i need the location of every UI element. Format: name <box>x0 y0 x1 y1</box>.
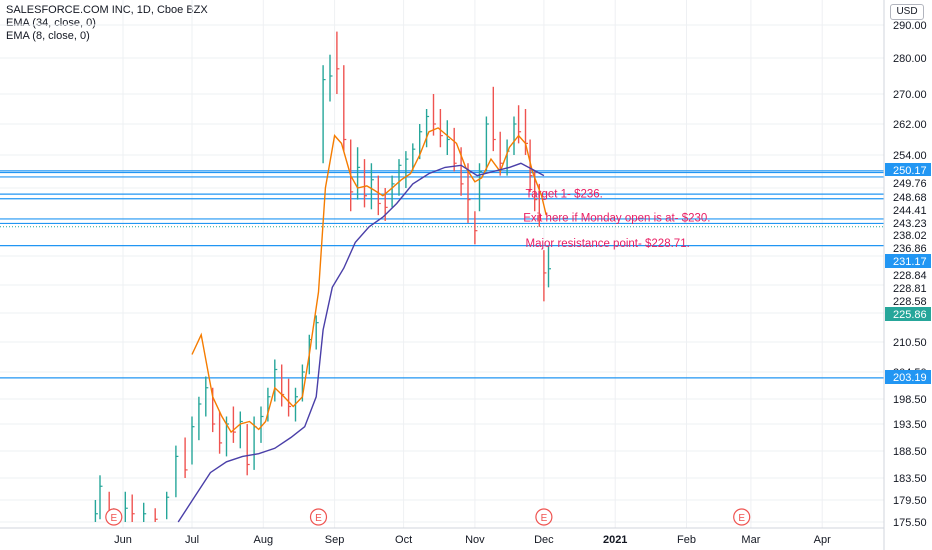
chart-legend: SALESFORCE.COM INC, 1D, Cboe BZX EMA (34… <box>6 4 208 43</box>
annotations: Target 1- $236. Exit here if Monday open … <box>523 189 710 250</box>
y-tick-label: 290.00 <box>893 20 927 32</box>
x-tick-label: Jul <box>185 534 199 546</box>
price-level-label: 250.17 <box>893 165 927 177</box>
earnings-marker-label: E <box>738 513 745 524</box>
price-level-label: 243.23 <box>893 218 927 230</box>
ema-lines <box>177 127 547 523</box>
price-level-label: 203.19 <box>893 372 927 384</box>
candles <box>94 31 551 522</box>
y-tick-label: 280.00 <box>893 53 927 65</box>
price-level-label: 228.58 <box>893 296 927 308</box>
x-tick-label: Oct <box>395 534 412 546</box>
earnings-marker[interactable] <box>309 508 328 526</box>
x-tick-label: 2021 <box>603 534 627 546</box>
price-badge <box>885 294 931 308</box>
annotation-text: Target 1- $236. <box>526 189 603 201</box>
x-tick-label: Feb <box>677 534 696 546</box>
x-tick-label: Jun <box>114 534 132 546</box>
symbol-title: SALESFORCE.COM INC, 1D, Cboe BZX <box>6 4 208 16</box>
series-line-ema34 <box>177 162 545 523</box>
earnings-marker-label: E <box>315 513 322 524</box>
price-badge <box>885 228 931 242</box>
annotation-text: Exit here if Monday open is at- $230. <box>523 213 710 225</box>
price-level-label: 238.02 <box>893 230 927 242</box>
y-tick-label: 270.00 <box>893 89 927 101</box>
price-badge <box>885 216 931 230</box>
price-badge <box>885 370 931 384</box>
price-level-lines <box>0 170 884 379</box>
price-level-label: 248.68 <box>893 192 927 204</box>
y-tick-label: 198.50 <box>893 394 927 406</box>
y-tick-label: 183.50 <box>893 473 927 485</box>
y-tick-label: 262.00 <box>893 119 927 131</box>
series-line-ema8 <box>191 127 547 434</box>
price-level-label: 244.41 <box>893 205 927 217</box>
x-tick-label: Mar <box>741 534 760 546</box>
price-badge <box>885 268 931 282</box>
indicator-ema8-label: EMA (8, close, 0) <box>6 30 90 42</box>
price-level-label: 236.86 <box>893 243 927 255</box>
annotation-text: Major resistance point- $228.71. <box>526 238 690 250</box>
x-tick-label: Sep <box>325 534 345 546</box>
price-badge <box>885 254 931 268</box>
price-level-label: 231.17 <box>893 256 927 268</box>
x-tick-label: Aug <box>254 534 274 546</box>
price-level-label: 249.76 <box>893 178 927 190</box>
price-badge <box>885 281 931 295</box>
earnings-marker[interactable] <box>733 508 751 526</box>
x-tick-label: Dec <box>534 534 554 546</box>
earnings-marker-label: E <box>110 513 117 524</box>
price-level-label: 225.86 <box>893 309 927 321</box>
earnings-marker[interactable] <box>105 508 123 526</box>
y-tick-label: 210.50 <box>893 337 927 349</box>
y-tick-label: 179.50 <box>893 495 927 507</box>
price-badge <box>885 203 931 217</box>
price-badge <box>885 176 931 190</box>
earnings-marker[interactable] <box>535 508 553 526</box>
price-badge <box>885 241 931 255</box>
price-level-label: 228.84 <box>893 270 927 282</box>
x-tick-label: Apr <box>814 534 831 546</box>
y-tick-label: 193.50 <box>893 419 927 431</box>
price-level-label: 228.81 <box>893 283 927 295</box>
y-tick-label: 175.50 <box>893 517 927 529</box>
y-tick-label: 188.50 <box>893 446 927 458</box>
price-badge <box>885 163 931 177</box>
earnings-marker-label: E <box>541 513 548 524</box>
currency-button[interactable]: USD <box>890 4 924 20</box>
indicator-ema34-label: EMA (34, close, 0) <box>6 17 96 29</box>
price-badge <box>885 307 931 321</box>
y-tick-label: 254.00 <box>893 150 927 162</box>
x-tick-label: Nov <box>465 534 485 546</box>
grid <box>0 0 884 528</box>
price-badge <box>885 190 931 204</box>
